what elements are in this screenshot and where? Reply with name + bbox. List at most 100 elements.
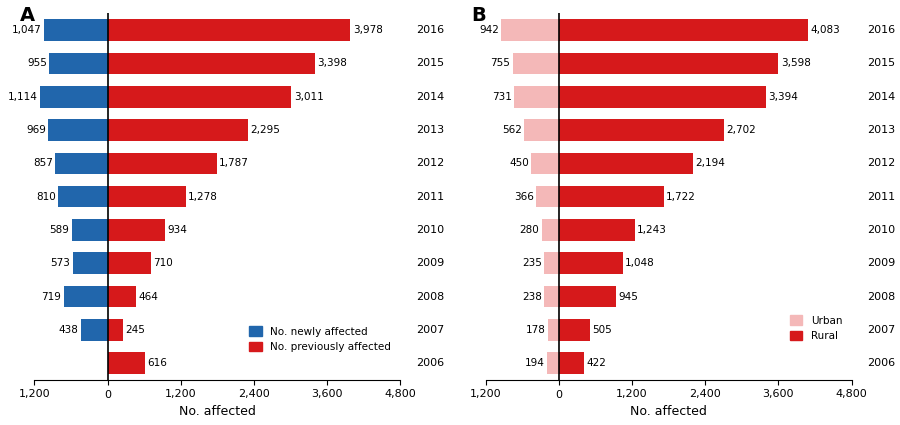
Text: 280: 280: [519, 225, 539, 235]
Text: 1,243: 1,243: [637, 225, 667, 235]
Legend: No. newly affected, No. previously affected: No. newly affected, No. previously affec…: [245, 322, 395, 356]
Text: 589: 589: [50, 225, 69, 235]
Text: A: A: [20, 6, 35, 25]
Text: 194: 194: [525, 358, 544, 368]
Text: 3,978: 3,978: [353, 25, 382, 35]
Text: 1,787: 1,787: [219, 159, 249, 168]
Text: 2014: 2014: [867, 92, 896, 102]
Text: 969: 969: [26, 125, 46, 135]
Text: 810: 810: [36, 192, 56, 201]
Text: 573: 573: [50, 258, 70, 268]
Bar: [108, 153, 217, 174]
X-axis label: No. affected: No. affected: [179, 405, 256, 418]
Bar: [40, 86, 108, 108]
Bar: [108, 219, 165, 241]
Text: 2007: 2007: [416, 325, 444, 335]
Bar: [108, 186, 185, 207]
Bar: [559, 352, 584, 374]
Bar: [49, 119, 108, 141]
Text: 2013: 2013: [416, 125, 444, 135]
Text: 2006: 2006: [416, 358, 444, 368]
Bar: [547, 352, 559, 374]
Bar: [559, 153, 693, 174]
Text: 2010: 2010: [416, 225, 444, 235]
Text: 1,278: 1,278: [188, 192, 218, 201]
Text: 505: 505: [592, 325, 612, 335]
Bar: [559, 319, 590, 341]
Bar: [108, 119, 248, 141]
Bar: [544, 286, 559, 307]
Text: 2,194: 2,194: [695, 159, 725, 168]
Text: 1,114: 1,114: [7, 92, 37, 102]
Text: 3,011: 3,011: [293, 92, 323, 102]
Text: 2014: 2014: [416, 92, 444, 102]
Text: 1,048: 1,048: [626, 258, 655, 268]
Text: 857: 857: [33, 159, 53, 168]
Bar: [58, 186, 108, 207]
Bar: [559, 186, 664, 207]
Bar: [531, 153, 559, 174]
Text: 178: 178: [526, 325, 545, 335]
Text: 450: 450: [509, 159, 529, 168]
Text: 366: 366: [514, 192, 534, 201]
Text: 945: 945: [619, 292, 639, 301]
Text: 2008: 2008: [416, 292, 444, 301]
Bar: [108, 252, 151, 274]
Text: 934: 934: [167, 225, 187, 235]
Text: 2011: 2011: [416, 192, 444, 201]
Text: 616: 616: [148, 358, 167, 368]
Text: 2009: 2009: [416, 258, 444, 268]
Text: 2015: 2015: [416, 59, 444, 68]
Bar: [514, 86, 559, 108]
Legend: Urban, Rural: Urban, Rural: [786, 311, 846, 345]
Text: 2,295: 2,295: [250, 125, 280, 135]
Text: 2008: 2008: [867, 292, 896, 301]
Text: 2010: 2010: [867, 225, 895, 235]
Text: 1,047: 1,047: [12, 25, 41, 35]
Bar: [72, 219, 108, 241]
Text: 2013: 2013: [867, 125, 895, 135]
Text: 2009: 2009: [867, 258, 896, 268]
Text: 245: 245: [125, 325, 145, 335]
Bar: [525, 119, 559, 141]
Bar: [108, 286, 136, 307]
Bar: [559, 119, 724, 141]
Bar: [501, 19, 559, 41]
Text: 2,702: 2,702: [726, 125, 756, 135]
Bar: [44, 19, 108, 41]
X-axis label: No. affected: No. affected: [630, 405, 707, 418]
Bar: [542, 219, 559, 241]
Text: 3,398: 3,398: [318, 59, 347, 68]
Text: 4,083: 4,083: [810, 25, 840, 35]
Bar: [559, 252, 623, 274]
Bar: [513, 53, 559, 74]
Bar: [548, 319, 559, 341]
Text: 2012: 2012: [416, 159, 444, 168]
Text: 464: 464: [139, 292, 158, 301]
Text: 2007: 2007: [867, 325, 896, 335]
Text: 2016: 2016: [416, 25, 444, 35]
Text: 2016: 2016: [867, 25, 895, 35]
Text: 235: 235: [522, 258, 542, 268]
Text: 755: 755: [491, 59, 510, 68]
Bar: [559, 53, 778, 74]
Text: 719: 719: [41, 292, 61, 301]
Bar: [559, 19, 808, 41]
Text: 422: 422: [587, 358, 607, 368]
Bar: [108, 319, 122, 341]
Bar: [73, 252, 108, 274]
Text: 3,598: 3,598: [780, 59, 811, 68]
Text: B: B: [471, 6, 486, 25]
Bar: [559, 219, 634, 241]
Bar: [81, 319, 108, 341]
Bar: [64, 286, 108, 307]
Text: 1,722: 1,722: [666, 192, 696, 201]
Bar: [108, 19, 350, 41]
Text: 942: 942: [479, 25, 499, 35]
Text: 2012: 2012: [867, 159, 896, 168]
Bar: [50, 53, 108, 74]
Bar: [559, 286, 616, 307]
Text: 2011: 2011: [867, 192, 895, 201]
Text: 2015: 2015: [867, 59, 895, 68]
Bar: [108, 86, 292, 108]
